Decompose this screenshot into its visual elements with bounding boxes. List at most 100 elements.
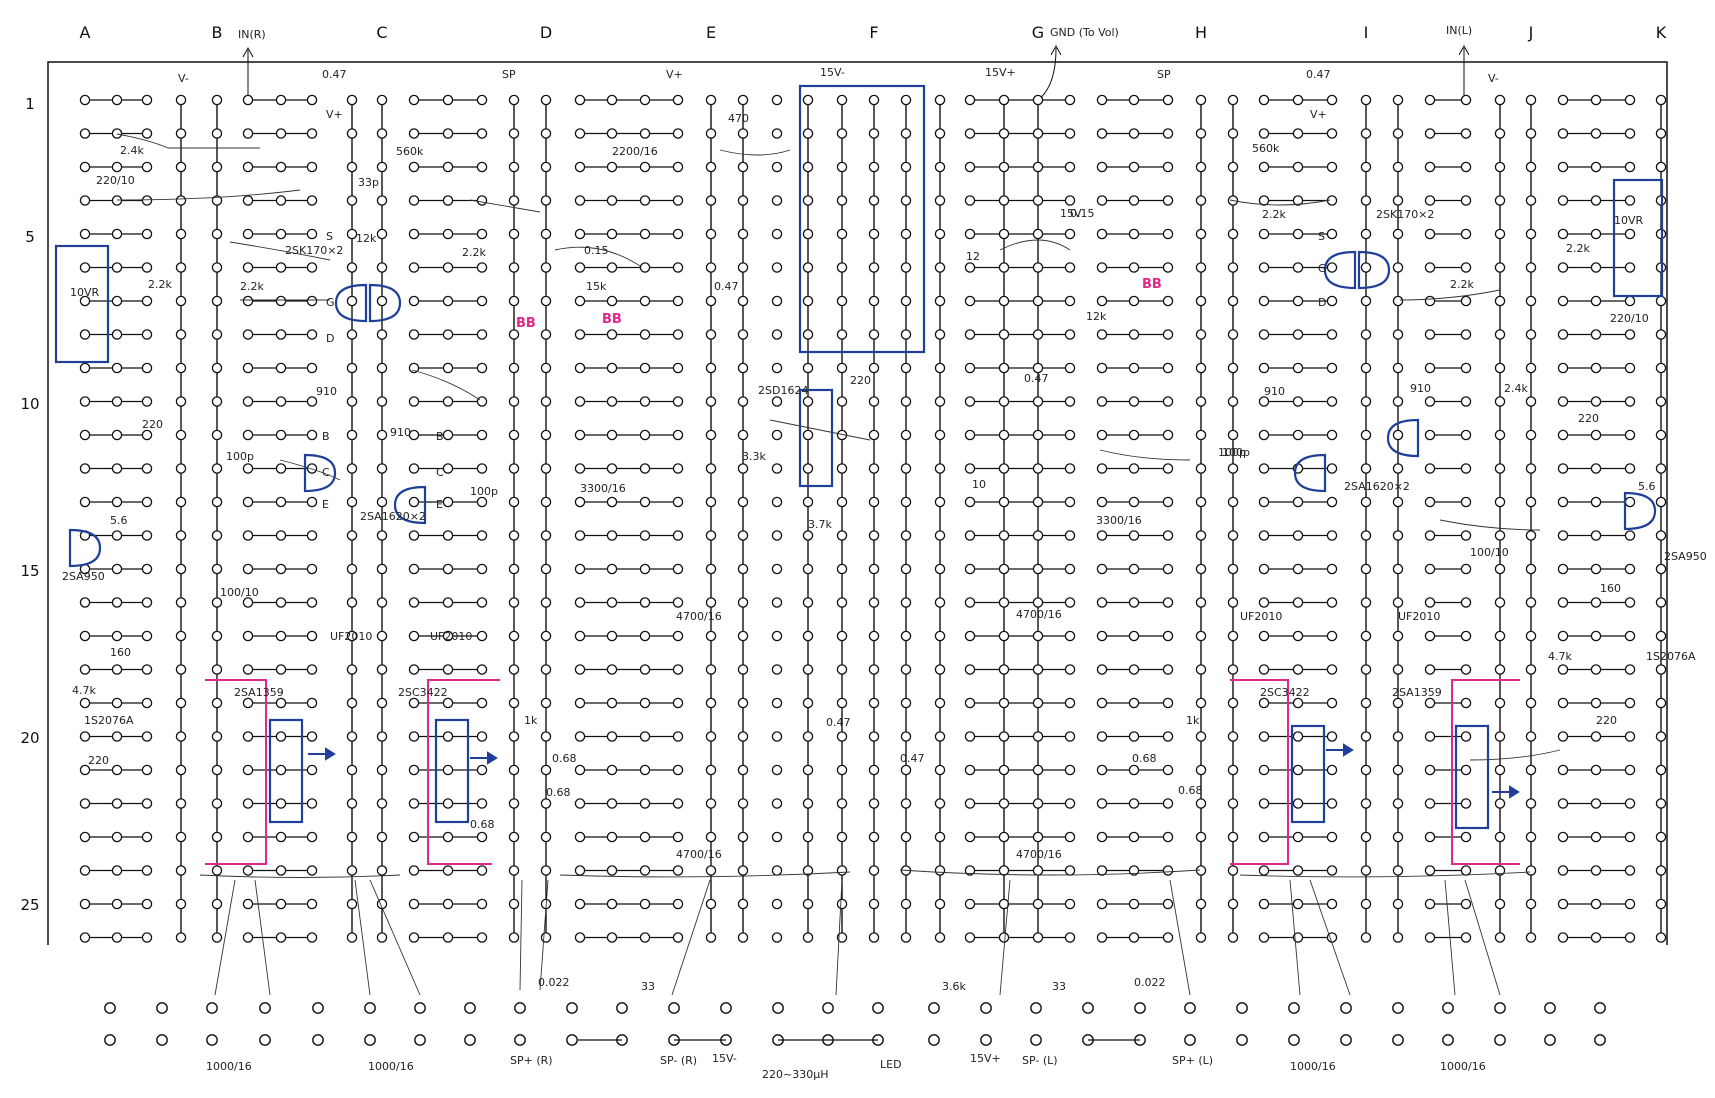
solder-hole (1096, 463, 1108, 474)
solder-hole (1326, 597, 1338, 608)
solder-hole (1460, 329, 1472, 340)
solder-hole (606, 831, 618, 843)
solder-hole (442, 831, 454, 843)
solder-hole (141, 128, 153, 139)
solder-hole (1195, 463, 1207, 474)
solder-hole (346, 463, 358, 474)
solder-hole (1460, 831, 1472, 843)
solder-hole (275, 697, 287, 709)
solder-hole (1064, 630, 1076, 642)
solder-hole (1557, 597, 1569, 608)
solder-hole (111, 597, 123, 608)
solder-hole (1064, 161, 1076, 173)
solder-hole (376, 496, 388, 508)
solder-hole (836, 731, 848, 742)
solder-hole (1655, 831, 1667, 843)
solder-hole (1460, 764, 1472, 776)
solder-hole (1424, 94, 1436, 106)
solder-hole (900, 697, 912, 709)
solder-hole (442, 295, 454, 307)
component-value-label: 1k (524, 714, 538, 727)
solder-hole (574, 597, 586, 608)
solder-hole (771, 329, 783, 340)
solder-hole (1326, 831, 1338, 843)
solder-hole (1128, 597, 1140, 608)
solder-hole (275, 429, 287, 441)
solder-hole (442, 362, 454, 374)
connector-hole (104, 1002, 116, 1014)
solder-hole (508, 898, 520, 910)
solder-hole (1590, 865, 1602, 876)
bottom-label-sp-plus-r: SP+ (R) (510, 1054, 553, 1067)
solder-hole (1292, 530, 1304, 541)
solder-hole (836, 664, 848, 675)
solder-hole (998, 697, 1010, 709)
solder-hole (1392, 764, 1404, 776)
pin-label: G (1318, 262, 1327, 275)
solder-hole (1292, 128, 1304, 139)
bottom-label-33-l: 33 (1052, 980, 1066, 993)
solder-hole (1360, 731, 1372, 742)
solder-hole (346, 831, 358, 843)
bottom-label-0022-r: 0.022 (538, 976, 570, 989)
solder-hole (868, 530, 880, 541)
solder-hole (1557, 463, 1569, 474)
connector-hole (1544, 1002, 1556, 1014)
solder-hole (408, 798, 420, 809)
solder-hole (934, 295, 946, 307)
solder-hole (175, 597, 187, 608)
solder-hole (1460, 429, 1472, 441)
solder-hole (508, 262, 520, 273)
solder-hole (836, 831, 848, 843)
solder-hole (275, 195, 287, 206)
solder-hole (540, 496, 552, 508)
solder-hole (1096, 530, 1108, 541)
solder-hole (802, 161, 814, 173)
solder-hole (606, 329, 618, 340)
solder-hole (1460, 195, 1472, 206)
solder-hole (1424, 429, 1436, 441)
solder-hole (242, 329, 254, 340)
solder-hole (1624, 94, 1636, 106)
solder-hole (275, 865, 287, 876)
solder-hole (1655, 597, 1667, 608)
component-value-label: 5.6 (110, 514, 128, 527)
connector-hole (156, 1034, 168, 1046)
solder-hole (1032, 932, 1044, 943)
solder-hole (346, 697, 358, 709)
solder-hole (836, 764, 848, 776)
solder-hole (275, 530, 287, 541)
solder-hole (1360, 329, 1372, 340)
solder-hole (1590, 362, 1602, 374)
solder-hole (836, 161, 848, 173)
component-value-label: 0.68 (552, 752, 577, 765)
solder-hole (672, 195, 684, 206)
component-value-label: 2SA1359 (1392, 686, 1442, 699)
solder-hole (868, 195, 880, 206)
solder-hole (275, 731, 287, 742)
solder-hole (442, 731, 454, 742)
solder-hole (476, 262, 488, 273)
solder-hole (175, 161, 187, 173)
solder-hole (737, 898, 749, 910)
solder-hole (737, 798, 749, 809)
solder-hole (442, 228, 454, 240)
solder-hole (1590, 262, 1602, 273)
solder-hole (211, 664, 223, 675)
pin-label: E (322, 498, 329, 511)
solder-hole (1096, 195, 1108, 206)
solder-hole (242, 463, 254, 474)
solder-hole (672, 128, 684, 139)
solder-hole (998, 496, 1010, 508)
solder-hole (175, 898, 187, 910)
solder-hole (79, 262, 91, 273)
solder-hole (211, 764, 223, 776)
solder-hole (1655, 764, 1667, 776)
pin-label: D (326, 332, 334, 345)
component-value-label: 220/10 (1610, 312, 1649, 325)
solder-hole (141, 563, 153, 575)
row-label-1: 1 (25, 95, 35, 113)
connector-hole (1392, 1034, 1404, 1046)
solder-hole (540, 228, 552, 240)
solder-hole (1162, 865, 1174, 876)
